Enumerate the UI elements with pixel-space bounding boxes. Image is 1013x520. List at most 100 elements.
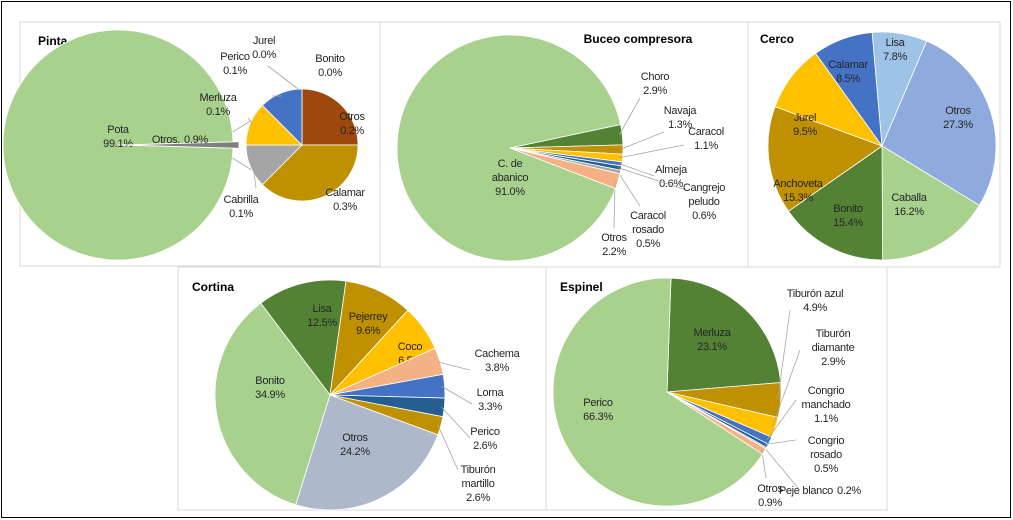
value-label: 2.9% (643, 85, 667, 97)
slice-label: Bonito (833, 203, 863, 215)
leader-line (764, 439, 797, 445)
slice-label: Otros (757, 483, 783, 495)
slice-label: Navaja (664, 105, 698, 117)
chart-title: Cortina (192, 280, 234, 294)
slice-label: Lisa (313, 303, 333, 315)
value-label: 15.4% (833, 217, 863, 229)
leader-line (777, 309, 791, 400)
slice-label: Pejerrey (349, 311, 388, 323)
label-line: manchado (802, 399, 851, 411)
value-label: 0.1% (223, 65, 247, 77)
value-label: 9.6% (356, 325, 380, 337)
slice-label: Caracol (688, 126, 724, 138)
value-label: 66.3% (583, 411, 613, 423)
slice-label: Tiburón azul (787, 288, 844, 300)
slice-label: Tiburón martillo (461, 464, 496, 490)
value-label: 4.9% (803, 302, 827, 314)
chart-title: Pinta (38, 34, 68, 48)
pie-slice (261, 88, 303, 146)
chart-title: Buceo compresora (584, 32, 693, 46)
value-label: 24.2% (340, 446, 370, 458)
slice-label: Caballa (891, 192, 927, 204)
leader-line (772, 349, 801, 427)
value-label: 0.5% (636, 238, 660, 250)
value-label: 0.1% (206, 106, 230, 118)
slice-label: Otros (342, 432, 368, 444)
pie-slice (881, 40, 997, 206)
value-label: 16.2% (894, 206, 924, 218)
leader-line (618, 163, 655, 177)
value-label: 2.9% (821, 356, 845, 368)
slice-label: Lorna (477, 387, 505, 399)
slice-label: Tiburón diamante (812, 328, 855, 354)
label-line: rosado (810, 449, 842, 461)
value-label: 23.1% (697, 341, 727, 353)
pie-slice (552, 277, 764, 507)
leader-line (618, 97, 641, 136)
slice-label: Merluza (199, 92, 237, 104)
slice-label: Otros. (152, 134, 180, 146)
pie-slice (123, 141, 240, 149)
slice-label: Peje blanco (779, 485, 833, 497)
label-line: diamante (812, 342, 855, 354)
value-label: 27.3% (943, 119, 973, 131)
slice-label: Jurel (253, 35, 275, 47)
value-label: 1.1% (814, 413, 838, 425)
slice-label: Caracol rosado (630, 210, 666, 236)
value-label: 0.9% (184, 134, 208, 146)
leader-line (267, 65, 303, 93)
value-label: 12.5% (307, 317, 337, 329)
value-label: 0.3% (333, 201, 357, 213)
value-label: 3.3% (478, 401, 502, 413)
slice-label: Perico (470, 426, 500, 438)
slice-label: Otros (339, 111, 365, 123)
slice-label: Perico (220, 51, 250, 63)
slice-label: Perico (583, 397, 613, 409)
pie-slice (261, 144, 359, 202)
chart-title: Espinel (560, 280, 603, 294)
slice-label: Jurel (794, 112, 816, 124)
slice-label: Merluza (693, 327, 731, 339)
pie-slice (2, 29, 234, 261)
value-label: 3.8% (485, 362, 509, 374)
slice-label: Cangrejo peludo (683, 182, 725, 208)
leader-line (441, 406, 471, 439)
value-label: 0.1% (229, 208, 253, 220)
value-label: 7.8% (883, 51, 907, 63)
slice-label: C. de abanico (492, 158, 529, 184)
slice-label: Congrio manchado (802, 385, 851, 411)
pie-slice (767, 106, 883, 212)
pie-slice (295, 394, 439, 511)
label-line: rosado (632, 224, 664, 236)
value-label: 1.1% (694, 140, 718, 152)
value-label: 9.5% (793, 126, 817, 138)
leader-line (617, 171, 641, 207)
label-line: Congrio (808, 435, 845, 447)
slice-label: Choro (641, 71, 670, 83)
label-line: C. de (498, 158, 523, 170)
leader-line (436, 361, 471, 371)
pie-slice (214, 302, 331, 506)
value-label: 99.1% (103, 138, 133, 150)
value-label: 34.9% (255, 389, 285, 401)
slice-label: Otros (601, 232, 627, 244)
chart-title: Cerco (760, 32, 794, 46)
label-line: Tiburón (461, 464, 496, 476)
leader-line (763, 446, 799, 489)
leader-line (321, 185, 331, 195)
slice-label: Pota (107, 124, 130, 136)
label-line: Congrio (808, 385, 845, 397)
slice-label: Bonito (255, 375, 285, 387)
value-label: 8.5% (836, 73, 860, 85)
slice-label: Lisa (886, 37, 906, 49)
slice-label: Congrio rosado (808, 435, 845, 461)
pie-slice (815, 32, 883, 148)
pie-slice (396, 34, 622, 262)
slice-label: Calamar (325, 187, 365, 199)
label-line: peludo (688, 196, 719, 208)
label-line: Caracol (630, 210, 666, 222)
label-line: Tiburón (816, 328, 851, 340)
pie-slice (881, 145, 980, 261)
value-label: 15.3% (783, 192, 813, 204)
